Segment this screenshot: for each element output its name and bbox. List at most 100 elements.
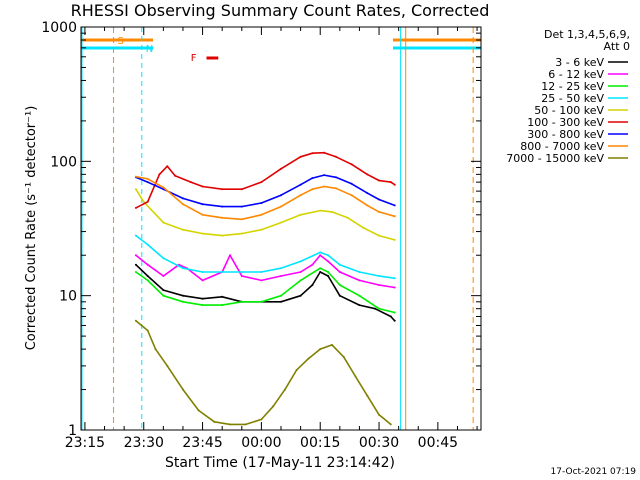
series-point bbox=[334, 176, 337, 179]
series-point bbox=[378, 179, 380, 182]
series-point bbox=[280, 205, 282, 208]
series-point bbox=[283, 388, 286, 391]
legend-entry-label: 7000 - 15000 keV bbox=[506, 152, 604, 165]
series-point bbox=[393, 277, 396, 280]
series-point bbox=[158, 173, 161, 176]
series-point bbox=[327, 254, 330, 257]
series-point bbox=[319, 254, 322, 257]
series-point bbox=[182, 203, 184, 206]
series-point bbox=[221, 216, 224, 219]
series-point bbox=[311, 263, 314, 266]
legend-entry-label: 3 - 6 keV bbox=[555, 56, 604, 69]
series-point bbox=[358, 304, 361, 307]
series-point bbox=[260, 213, 263, 216]
series-point bbox=[221, 205, 224, 208]
legend-header: Det 1,3,4,5,6,9, bbox=[544, 28, 630, 41]
series-point bbox=[166, 165, 169, 168]
series-point bbox=[280, 167, 282, 170]
series-point bbox=[323, 174, 326, 177]
series-point bbox=[366, 204, 369, 207]
series-point bbox=[182, 388, 184, 391]
chart-title: RHESSI Observing Summary Count Rates, Co… bbox=[71, 1, 490, 20]
band-gap bbox=[153, 36, 393, 52]
series-point bbox=[299, 279, 302, 282]
series-point bbox=[240, 188, 243, 191]
y-tick-label: 100 bbox=[50, 154, 77, 170]
series-point bbox=[307, 357, 310, 360]
series-point bbox=[319, 271, 322, 273]
series-point bbox=[280, 275, 282, 277]
series-point bbox=[201, 203, 204, 206]
series-point bbox=[358, 294, 361, 297]
series-point bbox=[280, 194, 282, 197]
legend-header: Att 0 bbox=[604, 40, 630, 53]
series-point bbox=[146, 279, 149, 282]
series-point bbox=[393, 319, 396, 322]
series-point bbox=[358, 279, 361, 282]
series-point bbox=[240, 232, 243, 235]
series-point bbox=[331, 210, 333, 213]
series-point bbox=[331, 343, 333, 346]
series-point bbox=[280, 267, 282, 270]
legend-entry-label: 300 - 800 keV bbox=[527, 128, 604, 141]
series-point bbox=[221, 234, 224, 237]
series-point bbox=[162, 221, 165, 224]
series-point bbox=[134, 175, 137, 178]
flag-label-n: N bbox=[146, 44, 153, 55]
series-point bbox=[146, 263, 149, 266]
series-point bbox=[134, 271, 137, 273]
flag-label-f: F bbox=[191, 53, 197, 64]
series-point bbox=[162, 289, 165, 292]
series-point bbox=[311, 177, 314, 180]
series-point bbox=[299, 213, 302, 216]
series-point bbox=[280, 300, 282, 303]
series-point bbox=[240, 218, 243, 221]
series-point bbox=[378, 284, 380, 286]
series-point bbox=[393, 238, 396, 241]
series-point bbox=[229, 423, 231, 426]
series-point bbox=[197, 409, 200, 412]
series-point bbox=[378, 234, 380, 237]
series-point bbox=[342, 355, 345, 358]
series-point bbox=[146, 181, 149, 184]
series-point bbox=[240, 271, 243, 273]
series-group bbox=[134, 151, 396, 426]
series-point bbox=[311, 152, 314, 155]
series-point bbox=[134, 206, 137, 209]
series-point bbox=[338, 271, 341, 273]
series-point bbox=[260, 271, 263, 273]
series-point bbox=[366, 192, 369, 195]
series-point bbox=[389, 315, 392, 318]
series-point bbox=[134, 319, 137, 322]
series-point bbox=[201, 213, 204, 216]
series-point bbox=[201, 232, 204, 235]
x-tick-label: 23:45 bbox=[182, 435, 222, 451]
series-point bbox=[319, 267, 322, 270]
series-point bbox=[393, 183, 396, 186]
series-point bbox=[374, 307, 377, 310]
x-tick-label: 00:15 bbox=[300, 435, 340, 451]
series-point bbox=[393, 286, 396, 289]
series-point bbox=[280, 294, 282, 297]
series-point bbox=[299, 155, 302, 158]
series-point bbox=[338, 294, 341, 297]
legend-entry-label: 6 - 12 keV bbox=[548, 68, 604, 81]
series-point bbox=[229, 254, 231, 257]
series-point bbox=[393, 311, 396, 314]
x-tick-label: 00:45 bbox=[418, 435, 458, 451]
series-point bbox=[260, 181, 263, 184]
footer-date: 17-Oct-2021 07:19 bbox=[551, 467, 637, 477]
series-point bbox=[299, 183, 302, 186]
series-line-2 bbox=[135, 267, 395, 314]
series-point bbox=[323, 151, 326, 154]
series-point bbox=[201, 279, 204, 282]
series-point bbox=[260, 418, 263, 421]
series-line-4 bbox=[135, 188, 395, 241]
x-tick-label: 23:30 bbox=[124, 435, 164, 451]
y-tick-label: 1000 bbox=[41, 20, 77, 36]
series-point bbox=[378, 198, 380, 201]
legend-entry-label: 25 - 50 keV bbox=[541, 92, 604, 105]
series-point bbox=[389, 181, 392, 184]
series-point bbox=[260, 279, 263, 282]
series-point bbox=[240, 275, 243, 277]
